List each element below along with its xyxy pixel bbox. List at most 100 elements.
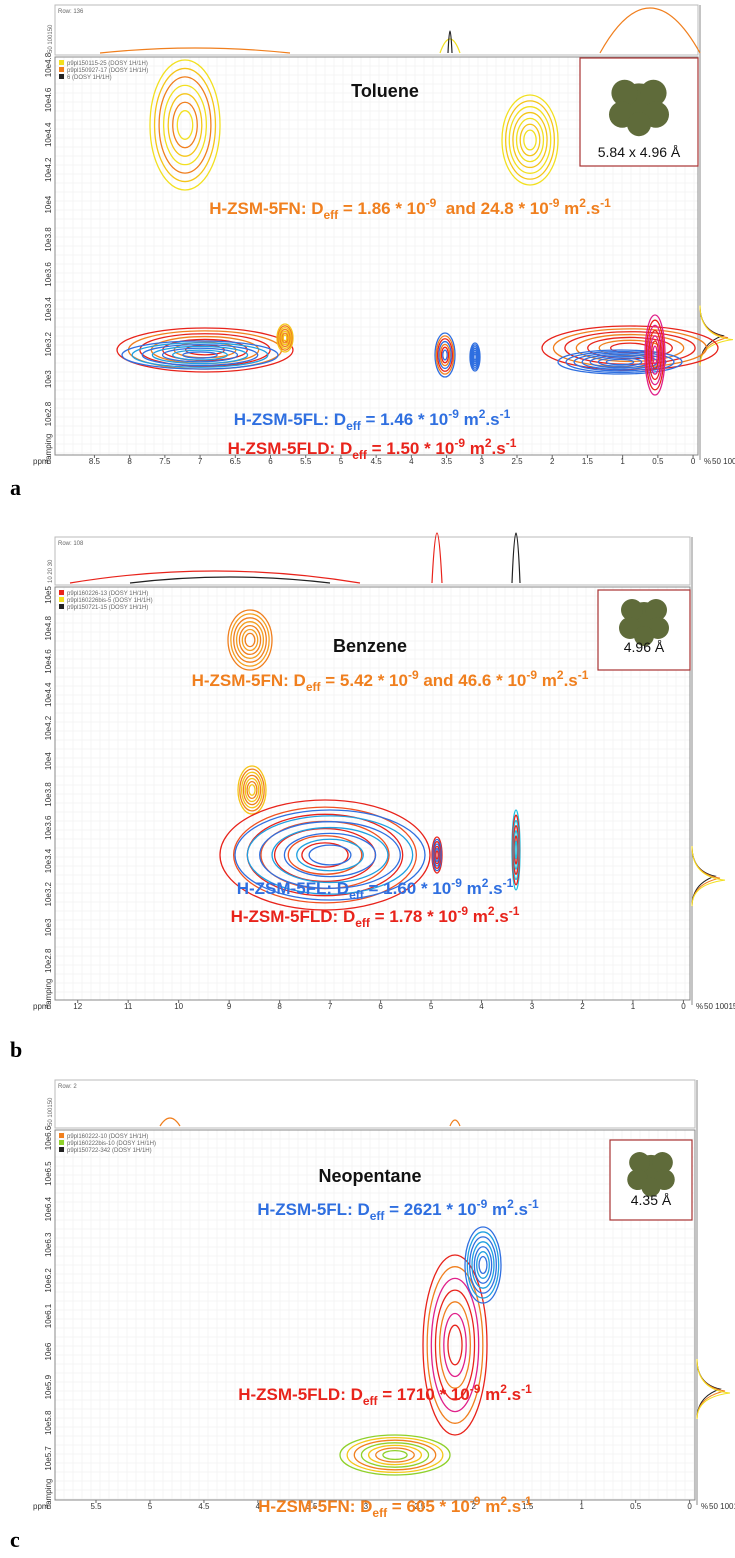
- contour: [242, 774, 262, 806]
- annotation-part: eff: [363, 1394, 379, 1408]
- x-tick-label: 0.5: [652, 457, 664, 466]
- annotation-part: .s: [492, 439, 506, 458]
- plot-frame: [54, 586, 691, 1001]
- contour: [131, 342, 269, 368]
- contour: [438, 1301, 472, 1389]
- annotation-part: -1: [521, 1382, 532, 1396]
- contour: [246, 780, 258, 800]
- x-tick-label: 5.5: [300, 457, 312, 466]
- legend-swatch: [59, 590, 64, 595]
- y-tick-label: 10e5.9: [44, 1374, 53, 1399]
- molecule-shape: [641, 1177, 661, 1197]
- annotation-part: -1: [500, 407, 511, 421]
- y-tick-label: 10e6.3: [44, 1232, 53, 1257]
- y-tick-label: 10e4: [44, 195, 53, 213]
- annotation-part: = 1.86 * 10: [338, 199, 425, 218]
- contour: [471, 1241, 495, 1289]
- y-tick-label: 10e4.4: [44, 122, 53, 147]
- annotation: H-ZSM-5FL: Deff = 1.46 * 10-9 m2.s-1: [234, 407, 511, 433]
- annotation-part: -1: [509, 904, 520, 918]
- annotation-part: .s: [507, 1385, 521, 1404]
- legend-entry: p9pl150722-342 (DOSY 1H/1H): [67, 1148, 152, 1154]
- contour: [237, 765, 267, 815]
- legend-swatch: [59, 1147, 64, 1152]
- annotation-part: .s: [495, 907, 509, 926]
- contour: [515, 117, 545, 163]
- contour: [339, 1434, 451, 1476]
- contour: [514, 840, 518, 860]
- side-unit: %: [696, 1002, 703, 1011]
- contour: [149, 59, 221, 191]
- y-tick-label: 10e6.5: [44, 1161, 53, 1186]
- annotation-part: -9: [457, 904, 468, 918]
- x-tick-label: 10: [174, 1002, 183, 1011]
- strip-ticks: 10 20 30: [48, 559, 54, 583]
- annotation-part: = 5.42 * 10: [321, 671, 408, 690]
- contour: [259, 821, 401, 889]
- y-tick-label: 10e3.2: [44, 331, 53, 356]
- contour: [139, 333, 271, 367]
- contour: [116, 327, 294, 373]
- annotation-part: eff: [355, 916, 371, 930]
- contour: [238, 624, 262, 656]
- contour: [281, 332, 289, 344]
- contour: [435, 850, 439, 860]
- y-tick-label: 10e6.4: [44, 1196, 53, 1221]
- y-tick-label: 10e3: [44, 370, 53, 388]
- contour: [172, 349, 228, 361]
- top-strip: [54, 4, 699, 56]
- legend-swatch: [59, 60, 64, 65]
- legend-entry: p9pl160226-13 (DOSY 1H/1H): [67, 591, 148, 597]
- legend-entry: p9pl160222-10 (DOSY 1H/1H): [67, 1134, 148, 1140]
- annotation-part: = 2621 * 10: [384, 1200, 476, 1219]
- molecule-shape: [627, 112, 651, 137]
- x-tick-label: 2: [472, 1502, 477, 1511]
- contour: [161, 347, 239, 363]
- molecule-shape: [651, 1152, 673, 1173]
- molecule-size: 4.35 Å: [631, 1192, 672, 1208]
- annotation: H-ZSM-5FL: Deff = 1.60 * 10-9 m2.s-1: [237, 876, 514, 902]
- legend-entry: p9pl160226bis-5 (DOSY 1H/1H): [67, 598, 153, 604]
- side-unit: %: [704, 457, 711, 466]
- molecule-shape: [629, 1152, 651, 1173]
- annotation: H-ZSM-5FL: Deff = 2621 * 10-9 m2.s-1: [257, 1197, 539, 1223]
- panel-label: c: [10, 1527, 20, 1552]
- contour: [430, 1277, 480, 1413]
- contour: [287, 835, 363, 875]
- projection-peak: [599, 7, 701, 54]
- annotation-part: m: [480, 1385, 500, 1404]
- contour: [278, 326, 292, 350]
- y-tick-label: 10e3.8: [44, 782, 53, 807]
- contour: [573, 352, 667, 372]
- x-tick-label: 4: [409, 457, 414, 466]
- x-tick-label: 6: [268, 457, 273, 466]
- x-tick-label: 3.5: [441, 457, 453, 466]
- annotation-part: .s: [586, 199, 600, 218]
- x-tick-label: 6: [378, 1002, 383, 1011]
- side-ticks: 50 100150: [704, 1002, 735, 1011]
- annotation: H-ZSM-5FN: Deff = 605 * 10-9 m2.s-1: [258, 1494, 532, 1520]
- x-unit: ppm: [33, 457, 49, 466]
- annotation-part: = 1.60 * 10: [364, 879, 451, 898]
- y-tick-label: 10e3.2: [44, 881, 53, 906]
- y-tick-label: 10e6.1: [44, 1303, 53, 1328]
- contour: [646, 324, 664, 386]
- x-tick-label: 4: [256, 1502, 261, 1511]
- annotation: H-ZSM-5FLD: Deff = 1710 * 10-9 m2.s-1: [238, 1382, 532, 1408]
- annotation: H-ZSM-5FN: Deff = 1.86 * 10-9 and 24.8 *…: [209, 196, 611, 222]
- y-tick-label: 10e6: [44, 1342, 53, 1360]
- legend-swatch: [59, 604, 64, 609]
- annotation-part: H-ZSM-5FLD: D: [231, 907, 356, 926]
- annotation-part: -9: [448, 407, 459, 421]
- contour: [434, 332, 456, 378]
- contour: [244, 632, 256, 648]
- contour: [296, 838, 364, 872]
- contour: [439, 343, 451, 367]
- x-tick-label: 7: [198, 457, 203, 466]
- contour: [473, 353, 477, 361]
- y-tick-label: 10e2.8: [44, 948, 53, 973]
- contour: [367, 1444, 423, 1466]
- annotation-part: -9: [426, 196, 437, 210]
- y-tick-label: 10e4.2: [44, 715, 53, 740]
- x-tick-label: 8: [127, 457, 132, 466]
